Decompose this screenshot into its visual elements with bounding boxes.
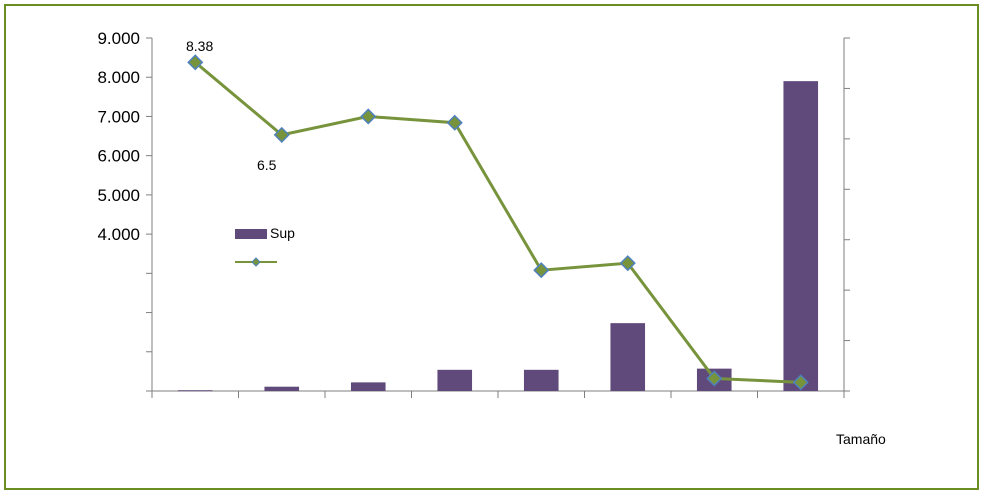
bar xyxy=(264,386,300,391)
legend-bar-label: Sup xyxy=(270,225,295,241)
y-tick-label: 8.000 xyxy=(97,68,140,87)
labels: 8.38 6.5 Tamaño xyxy=(186,38,886,447)
line-point xyxy=(619,255,636,272)
line-point xyxy=(533,262,550,279)
legend: Sup xyxy=(235,225,295,267)
x-axis-title: Tamaño xyxy=(836,431,886,447)
line-point xyxy=(187,54,204,71)
bar xyxy=(350,382,386,391)
ticks: 9.000 8.000 7.000 6.000 5.000 4.000 xyxy=(97,29,850,398)
y-tick-label: 9.000 xyxy=(97,29,140,48)
bar xyxy=(523,369,559,391)
axes xyxy=(151,38,845,392)
line-point xyxy=(273,126,290,143)
y-tick-label: 6.000 xyxy=(97,147,140,166)
line-point xyxy=(792,374,809,391)
bars xyxy=(177,81,819,392)
y-tick-label: 4.000 xyxy=(97,225,140,244)
y-tick-label: 7.000 xyxy=(97,107,140,126)
bar xyxy=(610,323,646,391)
bar xyxy=(783,81,819,392)
data-label-first: 8.38 xyxy=(186,38,213,54)
line-series xyxy=(187,54,809,391)
bar xyxy=(437,369,473,391)
series-line xyxy=(194,61,801,384)
data-label-second: 6.5 xyxy=(257,157,277,173)
line-point xyxy=(446,114,463,131)
bar xyxy=(177,390,213,392)
y-tick-label: 5.000 xyxy=(97,186,140,205)
line-point xyxy=(360,108,377,125)
legend-line-marker xyxy=(251,257,261,267)
legend-bar-swatch xyxy=(235,229,267,239)
line-point xyxy=(706,370,723,387)
